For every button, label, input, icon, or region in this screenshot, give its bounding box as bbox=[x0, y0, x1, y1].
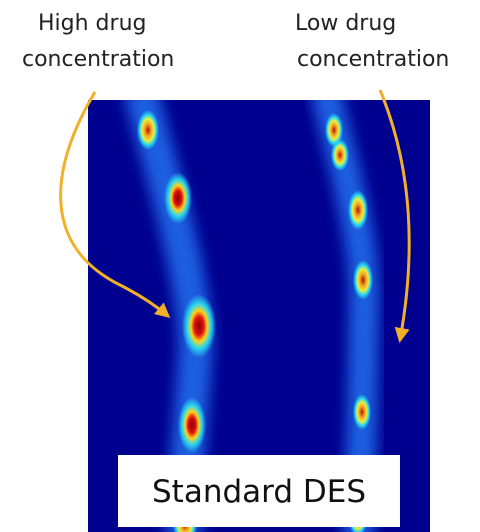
annotation-line: Low drug bbox=[295, 11, 396, 36]
caption: Standard DES bbox=[152, 474, 366, 510]
annotation-line: High drug bbox=[38, 11, 146, 36]
annotation-line: concentration bbox=[297, 47, 449, 72]
page: High drug concentration Low drug concent… bbox=[0, 0, 480, 532]
annotation-line: concentration bbox=[22, 47, 174, 72]
figure: High drug concentration Low drug concent… bbox=[0, 0, 480, 532]
